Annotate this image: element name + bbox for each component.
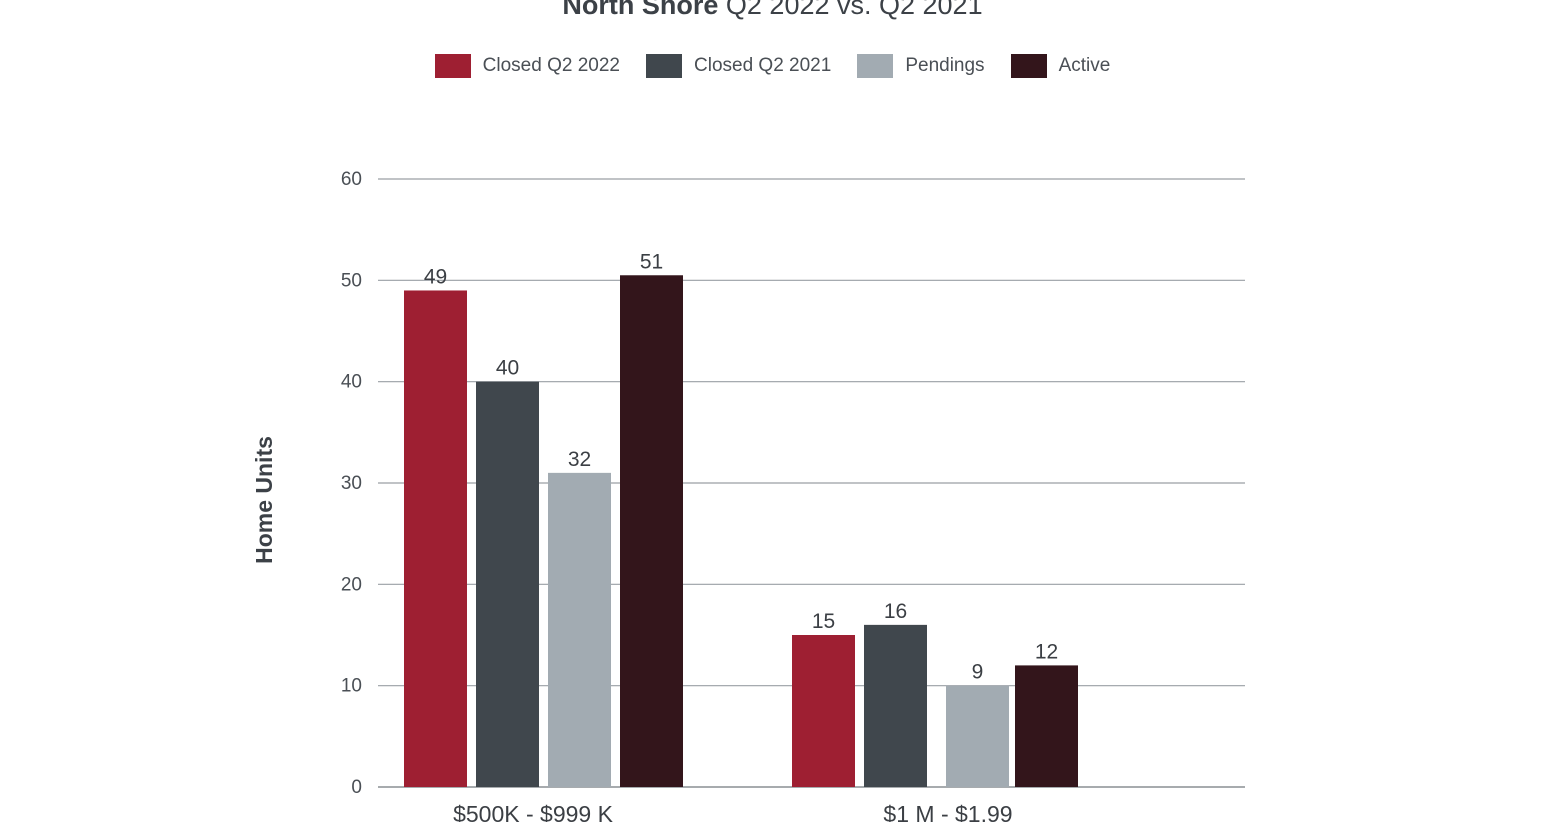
bar bbox=[620, 275, 683, 787]
legend-item-closed-q2-2022: Closed Q2 2022 bbox=[434, 54, 620, 78]
y-axis-title: Home Units bbox=[251, 436, 277, 564]
bar bbox=[864, 624, 927, 787]
data-label: 16 bbox=[884, 600, 907, 623]
chart-title: North Shore Q2 2022 vs. Q2 2021 bbox=[0, 0, 1545, 22]
y-tick-label: 40 bbox=[341, 372, 362, 393]
data-label: 15 bbox=[812, 610, 835, 633]
chart-title-rest: Q2 2022 vs. Q2 2021 bbox=[718, 0, 983, 20]
x-category-label: $1 M - $1.99 bbox=[883, 801, 1012, 822]
y-tick-label: 10 bbox=[341, 676, 362, 697]
y-tick-label: 50 bbox=[341, 270, 362, 291]
legend-item-closed-q2-2021: Closed Q2 2021 bbox=[646, 54, 831, 78]
legend-item-pendings: Pendings bbox=[857, 54, 985, 78]
data-label: 9 bbox=[972, 661, 984, 684]
y-tick-label: 20 bbox=[341, 574, 362, 595]
legend-swatch bbox=[434, 54, 471, 78]
legend-label: Pendings bbox=[905, 55, 985, 76]
legend-item-active: Active bbox=[1010, 54, 1111, 78]
legend-swatch bbox=[857, 54, 894, 78]
bar bbox=[792, 635, 855, 787]
data-label: 12 bbox=[1035, 640, 1058, 663]
legend-label: Closed Q2 2021 bbox=[694, 55, 832, 76]
legend-label: Active bbox=[1058, 55, 1111, 76]
data-label: 49 bbox=[424, 265, 447, 288]
bar bbox=[404, 290, 467, 787]
chart-title-bold: North Shore bbox=[562, 0, 719, 20]
data-label: 40 bbox=[496, 357, 519, 380]
legend-swatch bbox=[1010, 54, 1047, 78]
bar bbox=[946, 685, 1009, 787]
bar bbox=[476, 381, 539, 787]
legend-label: Closed Q2 2022 bbox=[482, 55, 620, 76]
legend-swatch bbox=[646, 54, 682, 78]
chart-legend: Closed Q2 2022 Closed Q2 2021 Pendings A… bbox=[0, 54, 1545, 78]
y-tick-label: 60 bbox=[341, 169, 362, 190]
x-category-label: $500K - $999 K bbox=[453, 801, 614, 822]
y-tick-label: 0 bbox=[351, 777, 362, 798]
y-tick-label: 30 bbox=[341, 473, 362, 494]
data-label: 51 bbox=[640, 250, 663, 273]
data-label: 32 bbox=[568, 448, 591, 471]
bar bbox=[548, 472, 611, 787]
bar bbox=[1015, 665, 1078, 787]
